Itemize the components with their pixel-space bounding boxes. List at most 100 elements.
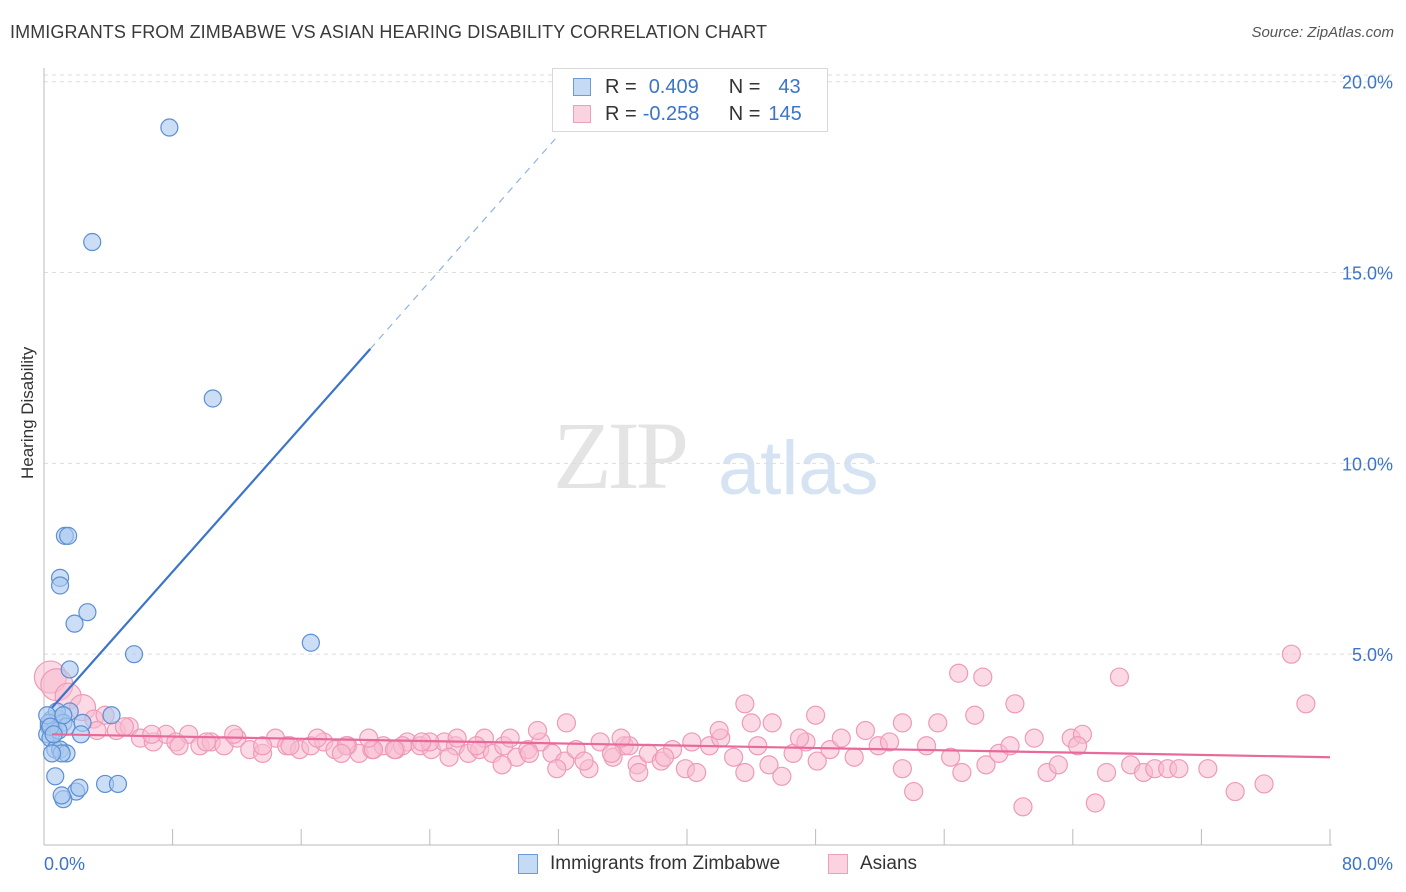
zimbabwe-point [65, 614, 84, 633]
asians-point [1068, 736, 1088, 756]
asians-point [1198, 759, 1218, 779]
zimbabwe-point [160, 118, 179, 137]
r-value: -0.258 [642, 102, 700, 125]
asians-point [253, 736, 273, 756]
zimbabwe-trend-line [51, 348, 372, 709]
stats-row-asians: R = -0.258 N = 145 [573, 102, 802, 126]
zimbabwe-point [102, 706, 121, 725]
zimbabwe-points [38, 118, 320, 809]
stats-legend: R = 0.409 N = 43 R = -0.258 N = 145 [552, 68, 828, 132]
asians-point [527, 720, 548, 741]
asians-point [447, 728, 467, 748]
asians-point [1296, 694, 1316, 714]
asians-point [556, 713, 577, 733]
asians-point [928, 713, 948, 733]
r-value: 0.409 [648, 75, 699, 98]
zimbabwe-swatch [518, 854, 538, 874]
grid-lines [44, 74, 1392, 655]
y-tick-label: 10.0% [1342, 454, 1393, 474]
asians-point [941, 747, 961, 767]
asians-points [33, 644, 1316, 817]
zimbabwe-point [54, 706, 73, 725]
zimbabwe-point [124, 645, 144, 664]
legend-label: Asians [860, 853, 918, 874]
zimbabwe-point [78, 603, 97, 622]
trend-lines [51, 138, 1331, 759]
zimbabwe-point [60, 660, 79, 679]
tick-labels: 5.0% 10.0% 15.0% 20.0% 0.0% 80.0% [44, 73, 1393, 874]
y-tick-label: 15.0% [1342, 264, 1393, 284]
asians-point [844, 747, 864, 767]
zimbabwe-point [83, 232, 102, 252]
zimbabwe-swatch [573, 78, 591, 96]
stats-row-zimbabwe: R = 0.409 N = 43 [573, 75, 801, 99]
x-tick-label: 0.0% [44, 854, 85, 874]
watermark-zip: ZIP [553, 402, 689, 509]
zimbabwe-point [108, 774, 128, 794]
asians-point [1013, 797, 1033, 817]
asians-point [1024, 728, 1044, 748]
asians-swatch [573, 105, 591, 123]
legend-item-asians[interactable]: Asians [828, 853, 917, 875]
asians-point [831, 728, 851, 748]
watermark-atlas: atlas [718, 426, 879, 511]
legend-item-zimbabwe[interactable]: Immigrants from Zimbabwe [518, 853, 780, 875]
zimbabwe-point [203, 389, 222, 408]
asians-point [724, 747, 744, 767]
asians-point [952, 762, 972, 783]
asians-point [741, 713, 761, 733]
asians-point [1048, 755, 1068, 775]
asians-point [331, 743, 351, 764]
r-label: R = [605, 102, 637, 125]
asians-point [1109, 667, 1130, 687]
asians-point [687, 762, 707, 783]
asians-point [1096, 762, 1117, 783]
asians-point [789, 728, 810, 748]
asians-point [1000, 736, 1020, 756]
x-tick-label: 80.0% [1342, 854, 1393, 874]
zimbabwe-trend-extension [369, 138, 556, 350]
asians-point [965, 705, 985, 725]
asians-point [439, 747, 459, 767]
asians-point [807, 751, 827, 771]
zimbabwe-point [42, 744, 62, 763]
asians-point [500, 728, 520, 748]
asians-point [280, 736, 300, 756]
asians-point [735, 694, 755, 714]
asians-point [772, 766, 792, 786]
n-value: 145 [768, 102, 802, 125]
asians-point [949, 663, 969, 683]
asians-swatch [828, 854, 848, 874]
y-tick-label: 5.0% [1352, 645, 1393, 665]
asians-point [682, 732, 702, 752]
asians-point [601, 743, 622, 764]
asians-point [762, 713, 782, 733]
zimbabwe-point [70, 778, 89, 797]
n-value: 43 [778, 75, 801, 98]
asians-point [359, 728, 379, 748]
asians-point [492, 755, 512, 775]
asians-point [879, 732, 900, 752]
zimbabwe-point [59, 526, 78, 545]
n-label: N = [728, 75, 761, 98]
asians-point [973, 667, 993, 687]
asians-point [169, 736, 189, 756]
asians-point [1225, 781, 1245, 802]
zimbabwe-point [50, 576, 70, 595]
asians-trend-line [52, 733, 1331, 759]
asians-point [654, 747, 675, 767]
asians-point [466, 736, 487, 756]
asians-point [1085, 793, 1105, 813]
asians-point [892, 713, 913, 733]
asians-point [142, 724, 162, 744]
asians-point [519, 743, 540, 764]
zimbabwe-point [52, 786, 71, 805]
r-label: R = [605, 75, 637, 98]
chart-title: IMMIGRANTS FROM ZIMBABWE VS ASIAN HEARIN… [10, 22, 768, 42]
asians-point [1005, 694, 1025, 714]
asians-point [855, 720, 876, 741]
asians-point [759, 755, 779, 775]
zimbabwe-point [46, 767, 65, 786]
asians-point [805, 705, 826, 725]
